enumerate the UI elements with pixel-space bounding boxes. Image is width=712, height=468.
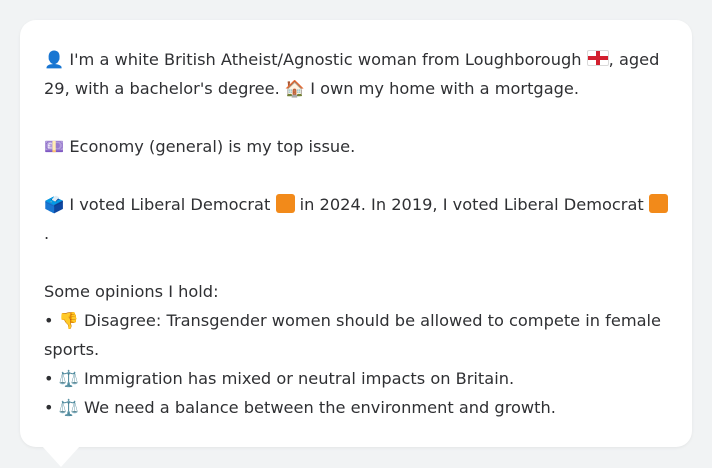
person-icon: 👤: [44, 50, 65, 69]
scales-icon: ⚖️: [58, 398, 79, 417]
top-issue-text: Economy (general) is my top issue.: [69, 137, 356, 156]
bullet: •: [44, 398, 54, 417]
opinion-item: • ⚖️ We need a balance between the envir…: [44, 393, 668, 422]
banknote-icon: 💷: [44, 137, 65, 156]
orange-square-icon: [648, 194, 668, 213]
orange-square-icon: [275, 194, 295, 213]
vote-text-a: I voted Liberal Democrat: [69, 195, 271, 214]
england-flag-icon: [586, 50, 609, 66]
top-issue-paragraph: 💷 Economy (general) is my top issue.: [44, 132, 668, 161]
ballot-box-icon: 🗳️: [44, 195, 65, 214]
home-icon: 🏠: [284, 79, 306, 98]
intro-text-b: , aged 29, with a bachelor's degree.: [44, 50, 660, 98]
intro-text-a: I'm a white British Atheist/Agnostic wom…: [69, 50, 582, 69]
opinion-text: Immigration has mixed or neutral impacts…: [84, 369, 515, 388]
opinion-item: • ⚖️ Immigration has mixed or neutral im…: [44, 364, 668, 393]
intro-paragraph: 👤 I'm a white British Atheist/Agnostic w…: [44, 45, 668, 103]
vote-text-b: in 2024. In 2019, I voted Liberal Democr…: [299, 195, 644, 214]
opinion-text: Disagree: Transgender women should be al…: [44, 311, 661, 359]
vote-text-c: .: [44, 224, 50, 243]
scales-icon: ⚖️: [58, 369, 79, 388]
intro-text-c: I own my home with a mortgage.: [310, 79, 579, 98]
message-bubble: 👤 I'm a white British Atheist/Agnostic w…: [20, 20, 692, 447]
bullet: •: [44, 369, 54, 388]
bullet: •: [44, 311, 54, 330]
thumbs-down-icon: 👎: [58, 311, 79, 330]
opinions-heading: Some opinions I hold:: [44, 282, 219, 301]
opinion-text: We need a balance between the environmen…: [84, 398, 556, 417]
opinion-item: • 👎 Disagree: Transgender women should b…: [44, 306, 668, 364]
vote-paragraph: 🗳️ I voted Liberal Democrat in 2024. In …: [44, 190, 668, 248]
bubble-tail: [42, 446, 80, 467]
